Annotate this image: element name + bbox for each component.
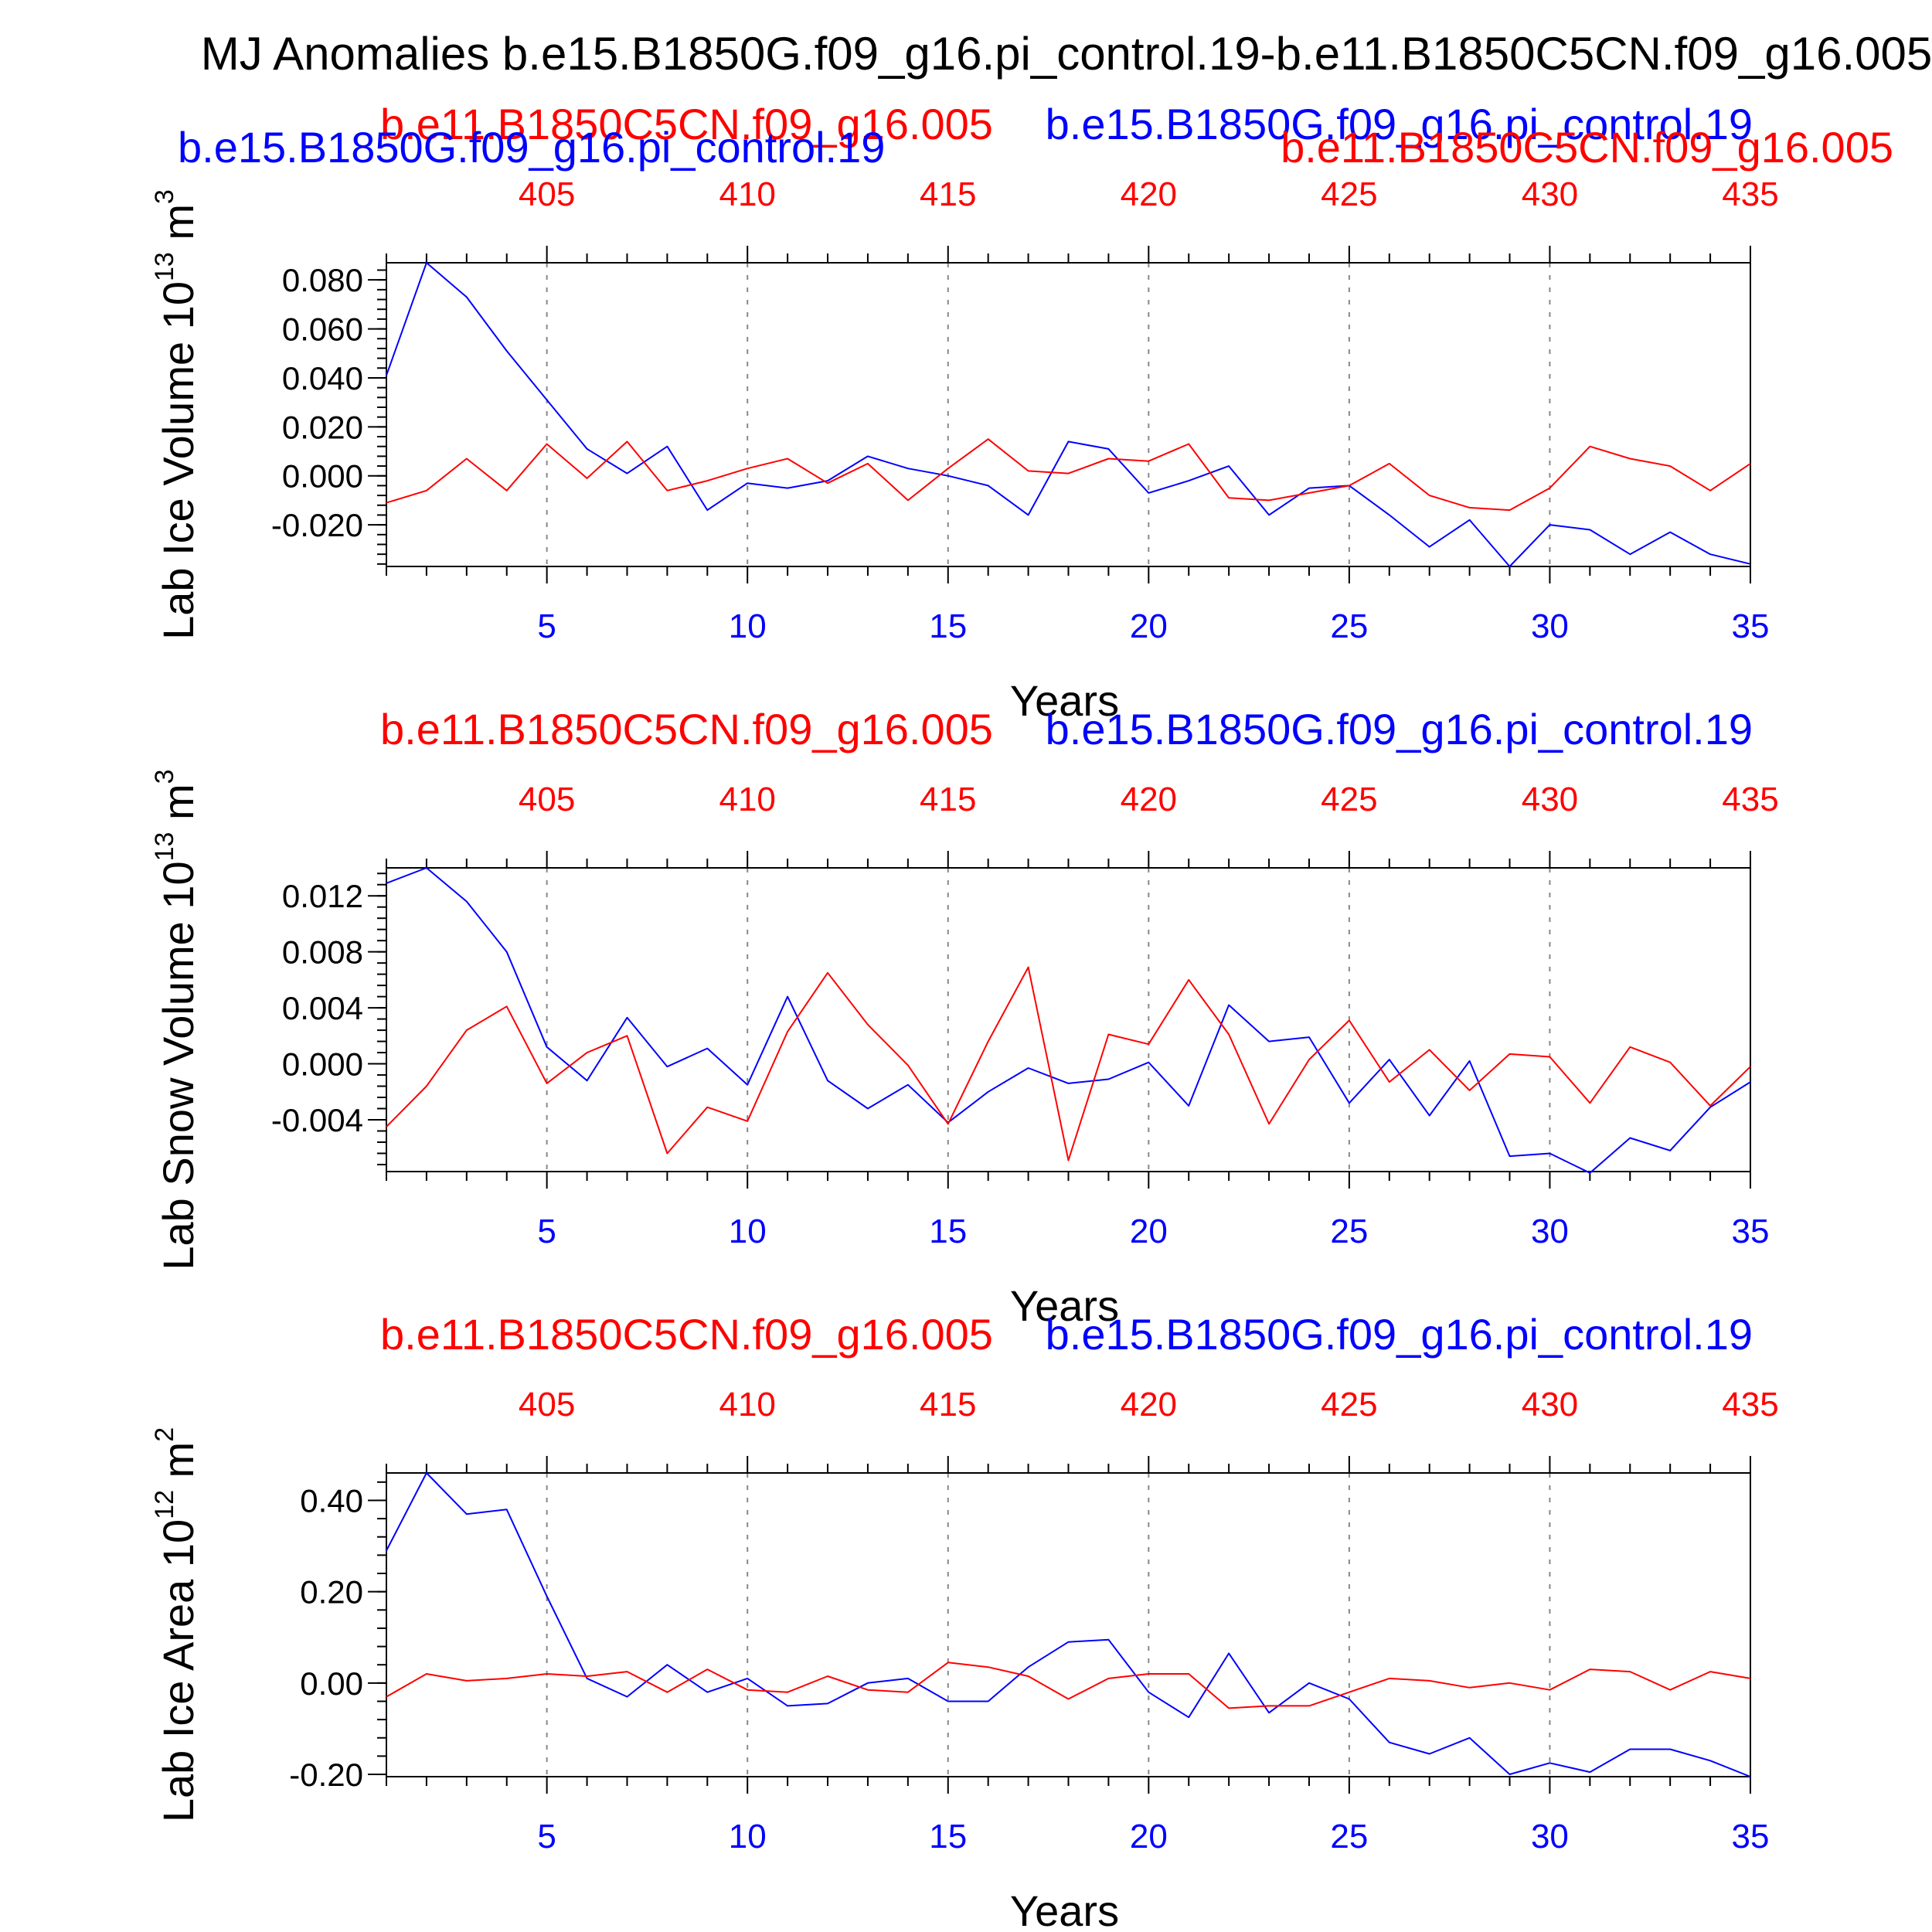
series-title-blue-left: b.e15.B1850G.f09_g16.pi_control.19 xyxy=(178,123,885,172)
x-tick-label: 20 xyxy=(1130,1213,1168,1250)
x-tick-label: 20 xyxy=(1130,1818,1168,1855)
y-tick-label: 0.004 xyxy=(282,990,363,1026)
x-tick-label: 30 xyxy=(1531,1213,1569,1250)
top-tick-label: 435 xyxy=(1722,175,1778,213)
y-axis-label-exponent: 13 xyxy=(150,252,179,281)
series-title-red: b.e11.B1850C5CN.f09_g16.005 xyxy=(380,705,993,753)
top-tick-label: 430 xyxy=(1522,781,1578,818)
x-tick-label: 35 xyxy=(1732,1818,1770,1855)
y-tick-label: -0.20 xyxy=(289,1757,363,1793)
x-tick-label: 5 xyxy=(537,1818,556,1855)
top-tick-label: 420 xyxy=(1121,1386,1177,1423)
y-axis-label-unit: m xyxy=(154,784,202,832)
y-tick-label: 0.040 xyxy=(282,360,363,396)
top-tick-label: 405 xyxy=(519,781,575,818)
series-line-blue xyxy=(386,262,1751,567)
series-line-red xyxy=(386,966,1751,1162)
series-title-red: b.e11.B1850C5CN.f09_g16.005 xyxy=(380,100,993,148)
top-tick-label: 425 xyxy=(1321,1386,1377,1423)
plot-frame xyxy=(386,867,1751,1172)
top-tick-label: 405 xyxy=(519,175,575,213)
top-tick-label: 415 xyxy=(920,175,976,213)
top-tick-label: 410 xyxy=(719,1386,775,1423)
y-axis-label-unit-exponent: 2 xyxy=(150,1427,179,1442)
x-tick-label: 25 xyxy=(1330,1818,1368,1855)
x-tick-label: 25 xyxy=(1330,1213,1368,1250)
y-axis-label-text: Lab Ice Volume 10 xyxy=(154,281,202,640)
top-tick-label: 415 xyxy=(920,781,976,818)
x-tick-label: 10 xyxy=(729,1213,767,1250)
x-tick-label: 5 xyxy=(537,607,556,645)
y-tick-label: 0.020 xyxy=(282,409,363,445)
x-tick-label: 30 xyxy=(1531,607,1569,645)
x-tick-label: 10 xyxy=(729,1818,767,1855)
y-tick-label: 0.40 xyxy=(300,1482,363,1519)
top-tick-label: 420 xyxy=(1121,175,1177,213)
top-tick-label: 415 xyxy=(920,1386,976,1423)
x-axis-label: Years xyxy=(1010,1886,1119,1932)
top-tick-label: 425 xyxy=(1321,175,1377,213)
y-tick-label: 0.000 xyxy=(282,1046,363,1083)
y-tick-label: -0.004 xyxy=(271,1102,363,1138)
top-tick-label: 430 xyxy=(1522,1386,1578,1423)
series-title-red-right: b.e11.B1850C5CN.f09_g16.005 xyxy=(1281,123,1893,172)
figure-title: MJ Anomalies b.e15.B1850G.f09_g16.pi_con… xyxy=(201,28,1932,80)
series-title-red: b.e11.B1850C5CN.f09_g16.005 xyxy=(380,1310,993,1359)
x-axis-label: Years xyxy=(1010,676,1119,725)
panel-3: 5 10 15 20 25 30 35 405 410 415 420 425 430 435 0.40 0.… xyxy=(150,1310,1779,1932)
x-tick-label: 15 xyxy=(929,607,967,645)
y-axis-label-text: Lab Ice Area 10 xyxy=(154,1519,202,1822)
top-tick-label: 430 xyxy=(1522,175,1578,213)
y-tick-label: 0.060 xyxy=(282,311,363,348)
panel-2: 5 10 15 20 25 30 35 405 410 415 420 425 430 435 0.012 0… xyxy=(150,705,1779,1330)
y-axis-label-exponent: 12 xyxy=(150,1490,179,1519)
y-tick-label: 0.20 xyxy=(300,1574,363,1611)
x-tick-label: 35 xyxy=(1732,607,1770,645)
series-line-red xyxy=(386,1662,1751,1709)
x-tick-label: 30 xyxy=(1531,1818,1569,1855)
x-tick-label: 25 xyxy=(1330,607,1368,645)
top-tick-label: 410 xyxy=(719,781,775,818)
y-tick-label: -0.020 xyxy=(271,507,363,543)
top-tick-label: 420 xyxy=(1121,781,1177,818)
y-axis-label-unit-exponent: 3 xyxy=(150,769,179,784)
x-tick-label: 10 xyxy=(729,607,767,645)
y-tick-label: 0.012 xyxy=(282,878,363,914)
y-tick-label: 0.080 xyxy=(282,262,363,298)
series-title-blue: b.e15.B1850G.f09_g16.pi_control.19 xyxy=(1046,100,1753,148)
x-tick-label: 15 xyxy=(929,1818,967,1855)
y-tick-label: 0.00 xyxy=(300,1665,363,1702)
y-axis-label-unit: m xyxy=(154,204,202,252)
series-title-blue: b.e15.B1850G.f09_g16.pi_control.19 xyxy=(1046,705,1753,753)
series-line-red xyxy=(386,438,1751,512)
y-axis-label-exponent: 13 xyxy=(150,832,179,862)
y-axis-label: Lab Snow Volume 1013 m3 xyxy=(150,769,202,1270)
y-tick-label: 0.008 xyxy=(282,934,363,971)
x-tick-label: 5 xyxy=(537,1213,556,1250)
panel-1: 5 10 15 20 25 30 35 405 410 415 420 425 430 435 0.080 0… xyxy=(150,100,1893,725)
top-tick-label: 425 xyxy=(1321,781,1377,818)
y-axis-label-unit: m xyxy=(154,1442,202,1490)
series-line-blue xyxy=(386,1472,1751,1777)
y-axis-label: Lab Ice Volume 1013 m3 xyxy=(150,189,202,640)
x-tick-label: 20 xyxy=(1130,607,1168,645)
x-tick-label: 35 xyxy=(1732,1213,1770,1250)
y-tick-label: 0.000 xyxy=(282,458,363,495)
y-axis-label-unit-exponent: 3 xyxy=(150,189,179,204)
top-tick-label: 405 xyxy=(519,1386,575,1423)
plot-frame xyxy=(386,1472,1751,1777)
y-axis-label: Lab Ice Area 1012 m2 xyxy=(150,1427,202,1822)
x-axis-label: Years xyxy=(1010,1281,1119,1330)
series-line-blue xyxy=(386,867,1751,1174)
y-axis-label-text: Lab Snow Volume 10 xyxy=(154,861,202,1270)
x-tick-label: 15 xyxy=(929,1213,967,1250)
top-tick-label: 435 xyxy=(1722,1386,1778,1423)
top-tick-label: 435 xyxy=(1722,781,1778,818)
series-title-blue: b.e15.B1850G.f09_g16.pi_control.19 xyxy=(1046,1310,1753,1359)
plot-frame xyxy=(386,262,1751,567)
top-tick-label: 410 xyxy=(719,175,775,213)
